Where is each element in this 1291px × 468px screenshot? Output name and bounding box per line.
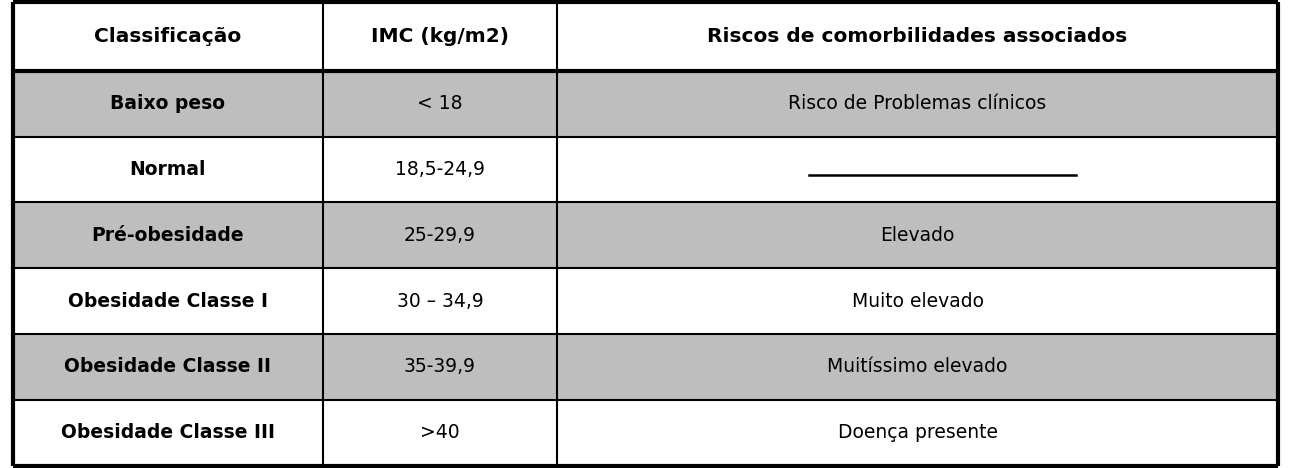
Bar — [323, 400, 556, 466]
Text: Baixo peso: Baixo peso — [111, 95, 226, 113]
Text: Obesidade Classe III: Obesidade Classe III — [61, 423, 275, 442]
Bar — [323, 334, 556, 400]
Bar — [323, 137, 556, 203]
Bar — [323, 2, 556, 71]
Text: >40: >40 — [420, 423, 460, 442]
Bar — [556, 268, 1278, 334]
Text: Risco de Problemas clínicos: Risco de Problemas clínicos — [789, 95, 1047, 113]
Bar — [13, 2, 323, 71]
Bar — [13, 71, 323, 137]
Text: 35-39,9: 35-39,9 — [404, 358, 476, 376]
Text: Riscos de comorbilidades associados: Riscos de comorbilidades associados — [707, 27, 1127, 46]
Bar — [13, 334, 323, 400]
Bar — [323, 71, 556, 137]
Text: 25-29,9: 25-29,9 — [404, 226, 476, 245]
Text: Obesidade Classe I: Obesidade Classe I — [68, 292, 269, 311]
Bar — [323, 268, 556, 334]
Text: Obesidade Classe II: Obesidade Classe II — [65, 358, 271, 376]
Text: Muito elevado: Muito elevado — [852, 292, 984, 311]
Text: IMC (kg/m2): IMC (kg/m2) — [371, 27, 509, 46]
Bar — [13, 268, 323, 334]
Text: < 18: < 18 — [417, 95, 462, 113]
Text: Pré-obesidade: Pré-obesidade — [92, 226, 244, 245]
Bar — [556, 334, 1278, 400]
Bar — [556, 400, 1278, 466]
Bar — [13, 137, 323, 203]
Text: Elevado: Elevado — [880, 226, 955, 245]
Bar — [13, 400, 323, 466]
Text: 30 – 34,9: 30 – 34,9 — [396, 292, 483, 311]
Text: Doença presente: Doença presente — [838, 423, 998, 442]
Text: Muitíssimo elevado: Muitíssimo elevado — [828, 358, 1008, 376]
Bar — [323, 203, 556, 268]
Bar — [556, 203, 1278, 268]
Bar — [556, 71, 1278, 137]
Text: Normal: Normal — [129, 160, 207, 179]
Text: Classificação: Classificação — [94, 27, 241, 46]
Text: 18,5-24,9: 18,5-24,9 — [395, 160, 485, 179]
Bar — [556, 2, 1278, 71]
Bar — [556, 137, 1278, 203]
Bar — [13, 203, 323, 268]
